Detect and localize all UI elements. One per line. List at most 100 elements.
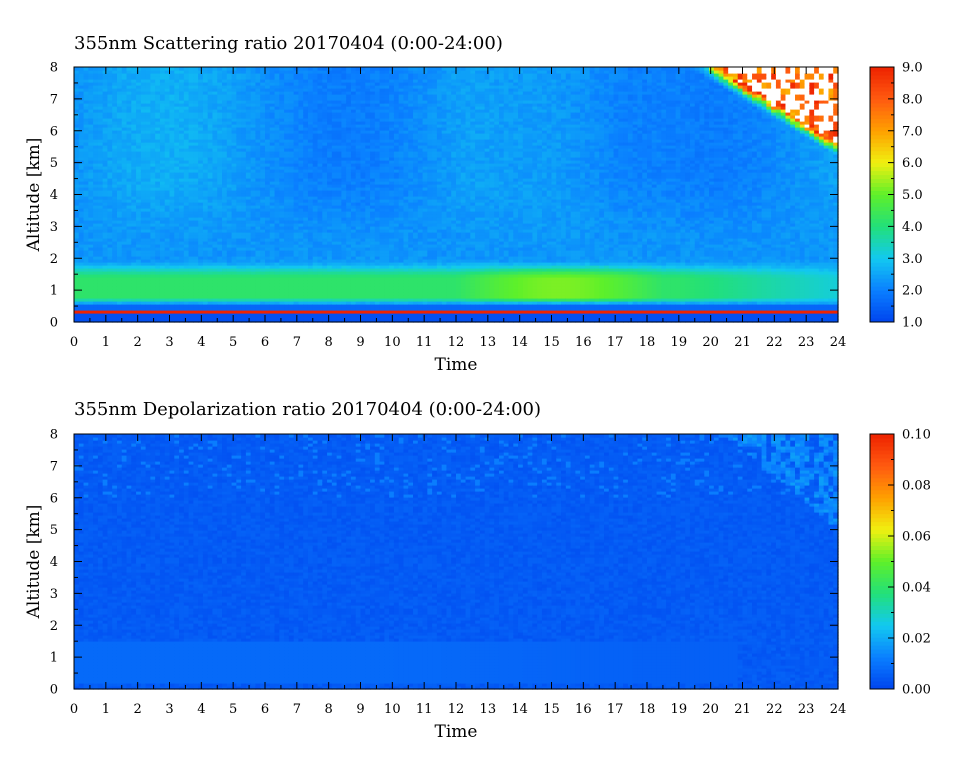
heatmap-cell bbox=[212, 259, 218, 263]
heatmap-cell bbox=[145, 151, 152, 155]
heatmap-cell bbox=[202, 178, 209, 182]
heatmap-cell bbox=[159, 226, 166, 230]
heatmap-cell bbox=[222, 142, 228, 146]
heatmap-cell bbox=[93, 211, 99, 215]
heatmap-cell bbox=[121, 271, 128, 275]
heatmap-cell bbox=[136, 157, 142, 161]
heatmap-cell bbox=[116, 184, 123, 188]
heatmap-cell bbox=[112, 196, 118, 200]
heatmap-cell bbox=[207, 115, 214, 119]
heatmap-cell bbox=[136, 178, 142, 182]
heatmap-cell bbox=[136, 172, 142, 176]
heatmap-cell bbox=[179, 193, 185, 197]
heatmap-cell bbox=[83, 196, 89, 200]
heatmap-cell bbox=[83, 304, 89, 308]
heatmap-cell bbox=[179, 169, 185, 173]
heatmap-cell bbox=[169, 223, 175, 227]
heatmap-cell bbox=[140, 94, 147, 98]
heatmap-cell bbox=[207, 298, 214, 302]
heatmap-cell bbox=[155, 136, 161, 140]
heatmap-cell bbox=[116, 259, 123, 263]
heatmap-cell bbox=[83, 283, 89, 287]
heatmap-cell bbox=[131, 313, 137, 317]
heatmap-cell bbox=[145, 250, 152, 254]
heatmap-cell bbox=[121, 151, 128, 155]
heatmap-cell bbox=[217, 172, 223, 176]
heatmap-cell bbox=[126, 262, 132, 266]
heatmap-cell bbox=[145, 268, 152, 272]
heatmap-cell bbox=[107, 112, 113, 116]
heatmap-cell bbox=[198, 310, 204, 314]
heatmap-cell bbox=[212, 244, 218, 248]
heatmap-cell bbox=[126, 190, 132, 194]
heatmap-cell bbox=[102, 154, 109, 158]
heatmap-cell bbox=[140, 202, 147, 206]
heatmap-cell bbox=[198, 241, 204, 245]
heatmap-cell bbox=[140, 292, 147, 296]
heatmap-cell bbox=[169, 172, 175, 176]
heatmap-cell bbox=[150, 244, 156, 248]
heatmap-cell bbox=[222, 115, 228, 119]
heatmap-cell bbox=[121, 109, 128, 113]
heatmap-cell bbox=[217, 79, 223, 83]
heatmap-cell bbox=[159, 190, 166, 194]
heatmap-cell bbox=[107, 235, 113, 239]
heatmap-cell bbox=[155, 172, 161, 176]
heatmap-cell bbox=[226, 142, 233, 146]
heatmap-cell bbox=[188, 88, 194, 92]
heatmap-cell bbox=[174, 136, 180, 140]
heatmap-cell bbox=[193, 196, 199, 200]
heatmap-cell bbox=[164, 256, 171, 260]
heatmap-cell bbox=[155, 148, 161, 152]
heatmap-cell bbox=[102, 118, 109, 122]
heatmap-cell bbox=[150, 139, 156, 143]
heatmap-cell bbox=[155, 85, 161, 89]
heatmap-cell bbox=[193, 124, 199, 128]
heatmap-cell bbox=[131, 307, 137, 311]
heatmap-cell bbox=[126, 136, 132, 140]
heatmap-cell bbox=[241, 166, 247, 170]
heatmap-cell bbox=[226, 298, 233, 302]
heatmap-cell bbox=[136, 91, 142, 95]
heatmap-cell bbox=[236, 214, 242, 218]
heatmap-cell bbox=[198, 100, 204, 104]
heatmap-cell bbox=[102, 277, 109, 281]
heatmap-cell bbox=[183, 154, 190, 158]
heatmap-cell bbox=[102, 91, 109, 95]
heatmap-cell bbox=[188, 136, 194, 140]
heatmap-cell bbox=[217, 310, 223, 314]
heatmap-cell bbox=[193, 160, 199, 164]
heatmap-cell bbox=[164, 319, 171, 323]
heatmap-cell bbox=[131, 241, 137, 245]
heatmap-cell bbox=[131, 88, 137, 92]
heatmap-cell bbox=[155, 145, 161, 149]
heatmap-cell bbox=[88, 160, 94, 164]
heatmap-cell bbox=[183, 193, 190, 197]
heatmap-cell bbox=[150, 163, 156, 167]
heatmap-cell bbox=[212, 109, 218, 113]
heatmap-cell bbox=[198, 280, 204, 284]
heatmap-cell bbox=[126, 181, 132, 185]
heatmap-cell bbox=[255, 67, 261, 71]
heatmap-cell bbox=[116, 217, 123, 221]
heatmap-cell bbox=[231, 142, 237, 146]
heatmap-cell bbox=[74, 184, 80, 188]
heatmap-cell bbox=[126, 205, 132, 209]
heatmap-cell bbox=[193, 238, 199, 242]
heatmap-cell bbox=[97, 310, 104, 314]
heatmap-cell bbox=[202, 145, 209, 149]
heatmap-cell bbox=[236, 244, 242, 248]
heatmap-cell bbox=[226, 190, 233, 194]
heatmap-cell bbox=[93, 115, 99, 119]
heatmap-cell bbox=[131, 226, 137, 230]
heatmap-cell bbox=[212, 127, 218, 131]
heatmap-cell bbox=[83, 250, 89, 254]
heatmap-cell bbox=[164, 127, 171, 131]
heatmap-cell bbox=[169, 88, 175, 92]
heatmap-cell bbox=[140, 187, 147, 191]
heatmap-cell bbox=[150, 193, 156, 197]
heatmap-cell bbox=[112, 127, 118, 131]
heatmap-cell bbox=[74, 133, 80, 137]
heatmap-cell bbox=[231, 316, 237, 320]
heatmap-cell bbox=[126, 214, 132, 218]
